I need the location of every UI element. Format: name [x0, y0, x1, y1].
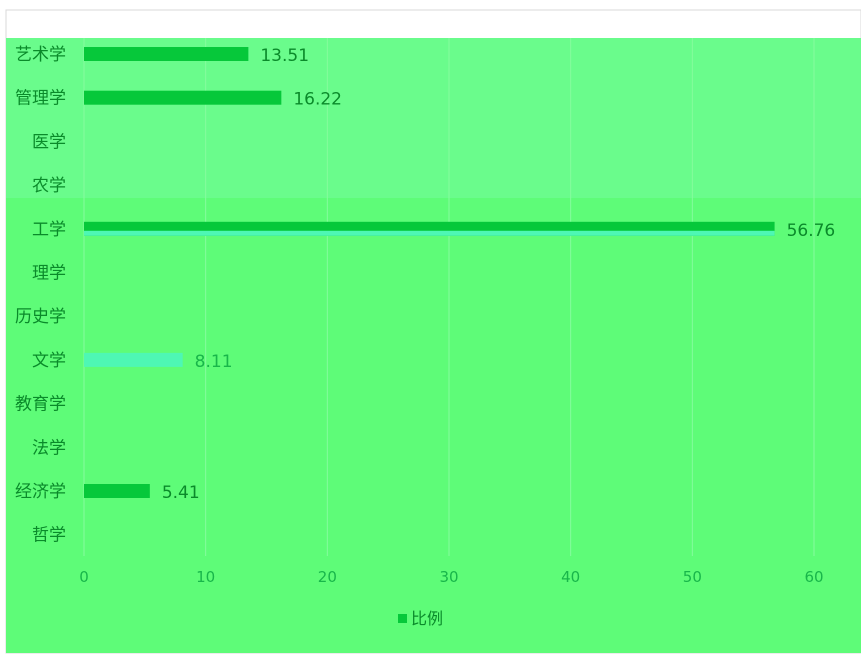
x-tick-labels: 0 10 20 30 40 50 60 [79, 568, 823, 586]
category-label: 农学 [32, 176, 66, 196]
category-label: 历史学 [15, 307, 66, 327]
legend: 比例 [398, 609, 443, 628]
plot-lower-band [6, 198, 861, 653]
value-label: 5.41 [162, 483, 200, 503]
value-label: 16.22 [293, 90, 342, 110]
value-label: 8.11 [195, 352, 233, 372]
x-tick-label: 60 [804, 568, 823, 586]
legend-swatch [398, 614, 407, 623]
bar [84, 484, 150, 498]
category-label: 哲学 [32, 526, 66, 546]
value-labels: 13.51 16.22 56.76 8.11 5.41 [162, 46, 835, 503]
category-label: 管理学 [15, 89, 66, 109]
gridlines [83, 38, 815, 556]
category-label: 经济学 [15, 482, 66, 502]
value-label: 56.76 [787, 221, 836, 241]
legend-label: 比例 [411, 609, 443, 628]
bar [84, 90, 282, 105]
category-label: 文学 [32, 351, 66, 371]
bars [84, 47, 775, 498]
x-tick-label: 0 [79, 568, 89, 586]
category-label: 工学 [32, 220, 66, 240]
x-tick-label: 10 [196, 568, 215, 586]
x-tick-label: 30 [439, 568, 458, 586]
category-label: 教育学 [15, 395, 66, 415]
x-tick-label: 20 [318, 568, 337, 586]
category-label: 医学 [32, 132, 66, 152]
bar [84, 47, 249, 61]
category-label: 法学 [32, 438, 66, 458]
x-tick-label: 40 [561, 568, 580, 586]
category-label: 理学 [32, 264, 66, 284]
bar-highlight [84, 230, 775, 236]
x-tick-label: 50 [683, 568, 702, 586]
value-label: 13.51 [260, 46, 309, 66]
bar [84, 352, 183, 367]
category-label: 艺术学 [15, 45, 66, 65]
